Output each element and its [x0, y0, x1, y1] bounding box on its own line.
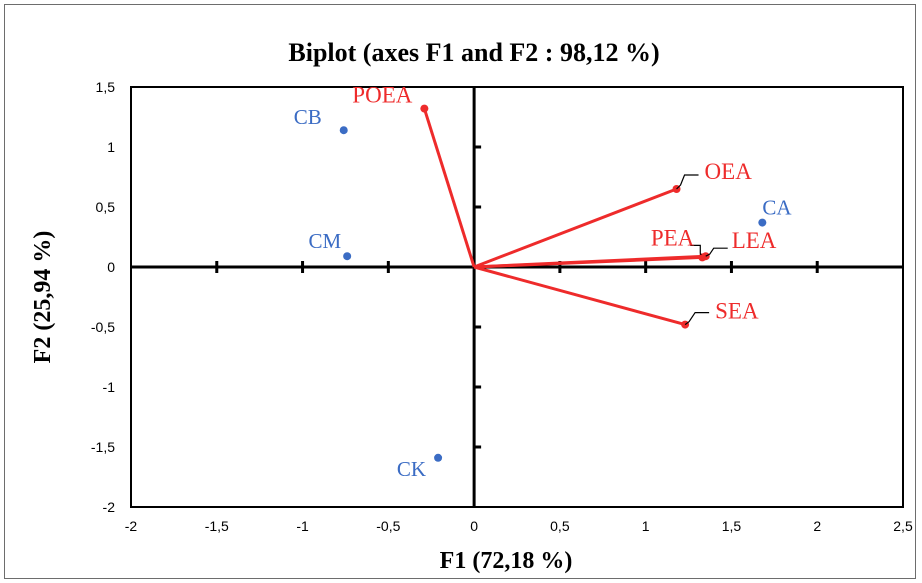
chart-frame: [4, 4, 916, 579]
x-axis-label: F1 (72,18 %): [440, 548, 573, 574]
y-tick-label: -1,5: [91, 439, 115, 455]
observation-point: [434, 453, 443, 462]
x-tick-label: 1,5: [722, 518, 742, 534]
variable-label: SEA: [715, 299, 759, 324]
chart-title: Biplot (axes F1 and F2 : 98,12 %): [288, 38, 659, 67]
label-leader-line: [684, 312, 710, 326]
y-tick-label: 0,5: [96, 199, 116, 215]
variable-label: PEA: [651, 225, 695, 250]
y-tick-label: -1: [103, 379, 116, 395]
observation-point: [758, 218, 767, 227]
label-leader-line: [676, 174, 699, 190]
variable-vector: [474, 254, 706, 269]
variable-label: LEA: [732, 228, 777, 253]
x-tick-label: 0,5: [550, 518, 570, 534]
variable-vectors: POEA OEA PEA LEA SEA: [352, 83, 777, 329]
y-tick-label: -0,5: [91, 319, 115, 335]
axes: [131, 87, 903, 507]
variable-point: [420, 104, 429, 113]
variable-vector: [473, 265, 686, 327]
x-tick-label: 2,5: [893, 518, 913, 534]
y-tick-label: 1: [107, 139, 115, 155]
x-tick-label: -2: [125, 518, 138, 534]
observation-points: CB CM CK CA: [294, 105, 793, 481]
observation-label: CK: [397, 457, 426, 481]
observation-point: [343, 252, 352, 261]
y-axis-label: F2 (25,94 %): [30, 231, 56, 364]
variable-label: OEA: [705, 159, 753, 184]
variable-label: POEA: [352, 83, 412, 108]
x-tick-label: 0: [470, 518, 478, 534]
y-tick-label: -2: [103, 499, 116, 515]
x-tick-label: -0,5: [376, 518, 400, 534]
observation-point: [339, 126, 348, 135]
variable-vector: [422, 108, 476, 268]
x-tick-label: -1,5: [205, 518, 229, 534]
x-tick-label: 1: [642, 518, 650, 534]
observation-label: CB: [294, 105, 322, 129]
variable-vector: [473, 187, 678, 269]
observation-label: CM: [308, 229, 341, 253]
y-tick-label: 0: [107, 259, 115, 275]
label-leader-line: [705, 247, 728, 257]
plot-area: [130, 86, 904, 508]
x-tick-label: -1: [296, 518, 309, 534]
y-tick-label: 1,5: [96, 79, 116, 95]
observation-label: CA: [762, 196, 792, 220]
tick-labels: -2 -1,5 -1 -0,5 0 0,5 1 1,5 2 2,5 1,5 1 0,5 0 -0,5 -1 -1…: [91, 79, 913, 534]
x-tick-label: 2: [813, 518, 821, 534]
